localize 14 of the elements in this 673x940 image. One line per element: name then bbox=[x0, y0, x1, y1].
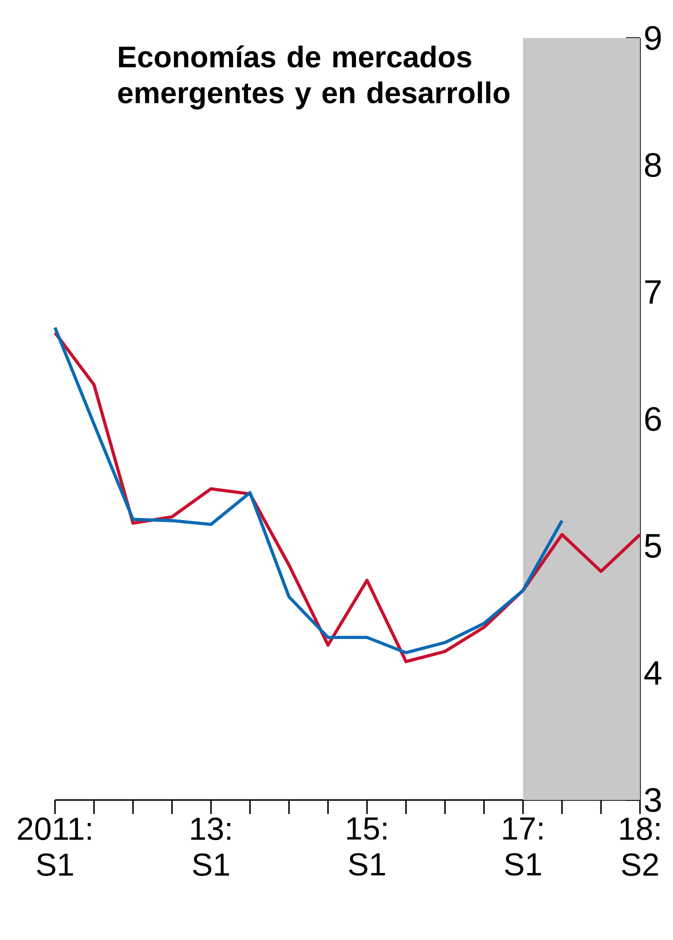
y-tick-label: 7 bbox=[645, 280, 661, 304]
x-tick-label: 17: S1 bbox=[503, 818, 542, 876]
x-tick-label: 2011: S1 bbox=[18, 818, 91, 876]
y-tick-label: 8 bbox=[644, 153, 661, 177]
x-tick-label: 18: S2 bbox=[620, 818, 660, 876]
text: Economías de mercados emergentes y en desarrollo bbox=[118, 45, 510, 110]
y-tick-label: 9 bbox=[645, 26, 661, 50]
y-tick-label: 3 bbox=[644, 788, 661, 812]
y-tick-label: 4 bbox=[644, 661, 662, 685]
line-series bbox=[53, 326, 564, 654]
y-tick-label: 6 bbox=[645, 407, 661, 431]
x-tick-label: 15: S1 bbox=[347, 818, 386, 876]
x-tick-label: 13: S1 bbox=[191, 818, 230, 876]
y-tick-label: 5 bbox=[644, 534, 661, 558]
